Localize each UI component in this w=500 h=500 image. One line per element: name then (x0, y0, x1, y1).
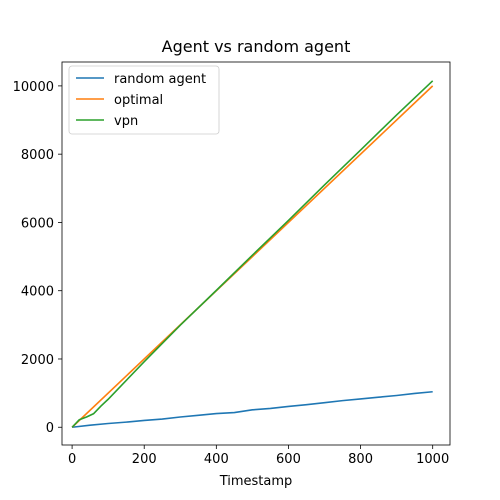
x-tick-label: 800 (348, 452, 373, 467)
y-tick-label: 6000 (21, 216, 54, 231)
series-layer (71, 80, 434, 429)
legend-entry-2: optimal (114, 93, 163, 108)
legend-frame (68, 65, 220, 135)
y-tick-label: 2000 (21, 353, 54, 368)
x-tick-label: 1000 (416, 452, 449, 467)
legend: random agent optimal vpn (68, 65, 220, 135)
legend-entry-3: vpn (114, 114, 138, 129)
y-tick-label: 8000 (21, 148, 54, 163)
x-tick-label: 600 (276, 452, 301, 467)
axes-frame (61, 61, 451, 446)
x-tick-label: 200 (132, 452, 157, 467)
series-line-1 (72, 390, 433, 429)
chart-title: Agent vs random agent (162, 37, 351, 56)
x-tick-label: 400 (204, 452, 229, 467)
y-tick-label: 0 (46, 421, 54, 436)
legend-entry-1: random agent (114, 72, 206, 87)
y-tick-label: 4000 (21, 285, 54, 300)
series-line-3 (71, 80, 434, 428)
x-tick-label: 0 (68, 452, 76, 467)
y-tick-label: 10000 (13, 80, 54, 95)
series-line-2 (71, 85, 434, 428)
x-axis-label: Timestamp (219, 474, 293, 489)
